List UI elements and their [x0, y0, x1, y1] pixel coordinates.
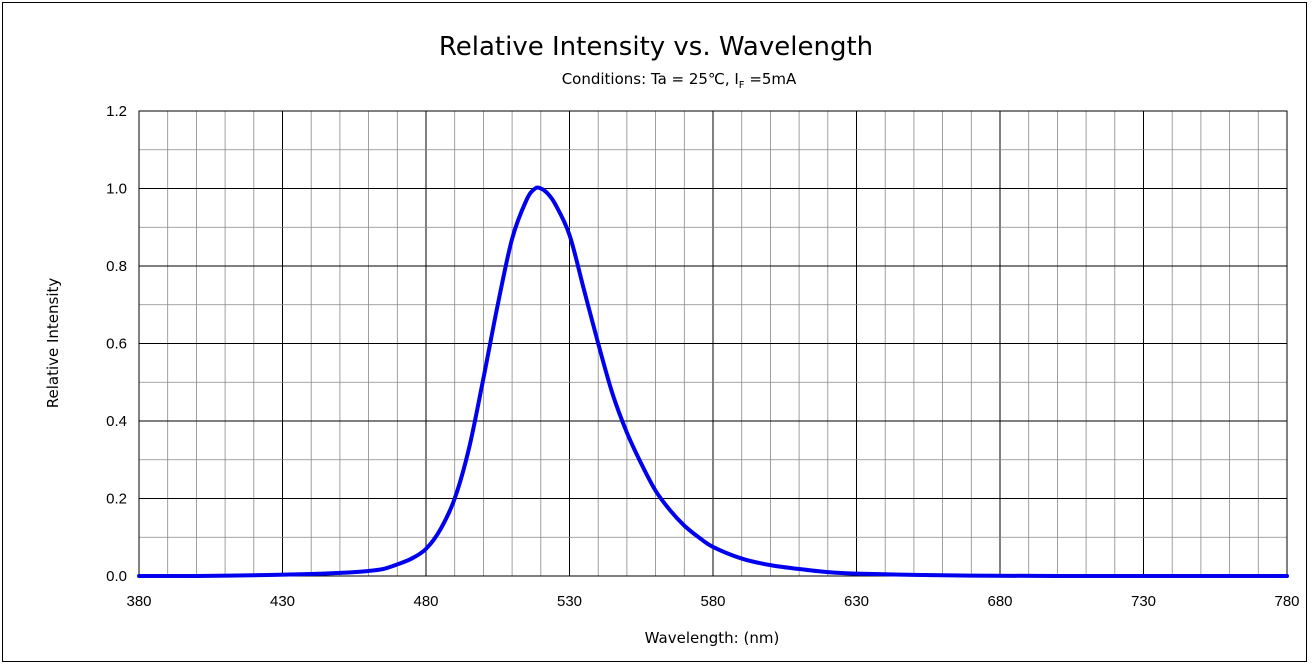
x-tick-label: 530: [557, 593, 582, 610]
y-tick-label: 1.2: [106, 103, 127, 120]
series-layer: [137, 185, 1289, 579]
x-axis-label: Wavelength: (nm): [645, 629, 780, 647]
y-tick-label: 0.6: [106, 336, 127, 353]
y-tick-label: 1.0: [106, 181, 127, 198]
x-tick-label: 430: [270, 593, 295, 610]
y-tick-label: 0.4: [106, 413, 127, 430]
x-tick-label: 380: [126, 593, 151, 610]
series-line: [137, 185, 1289, 579]
x-tick-label: 730: [1131, 593, 1156, 610]
subtitle-prefix: Conditions: Ta = 25℃, I: [562, 70, 739, 88]
subtitle-suffix: =5mA: [745, 70, 797, 88]
y-tick-label: 0.2: [106, 491, 127, 508]
grid: [138, 110, 1288, 577]
y-tick-label: 0.8: [106, 258, 127, 275]
chart-subtitle: Conditions: Ta = 25℃, IF =5mA: [562, 70, 797, 91]
x-tick-label: 780: [1274, 593, 1299, 610]
x-tick-label: 680: [987, 593, 1012, 610]
y-tick-label: 0.0: [106, 568, 127, 585]
tick-labels: 380 430 480 530 580 630 680 730 780 0.0 0.2 0.4 0.6 0…: [106, 103, 1299, 610]
subtitle-subscript: F: [739, 80, 745, 91]
x-tick-label: 480: [413, 593, 438, 610]
x-tick-label: 580: [700, 593, 725, 610]
chart-title: Relative Intensity vs. Wavelength: [439, 32, 873, 62]
y-axis-label: Relative Intensity: [44, 278, 62, 409]
x-tick-label: 630: [844, 593, 869, 610]
plot-area-border: [138, 110, 1288, 577]
